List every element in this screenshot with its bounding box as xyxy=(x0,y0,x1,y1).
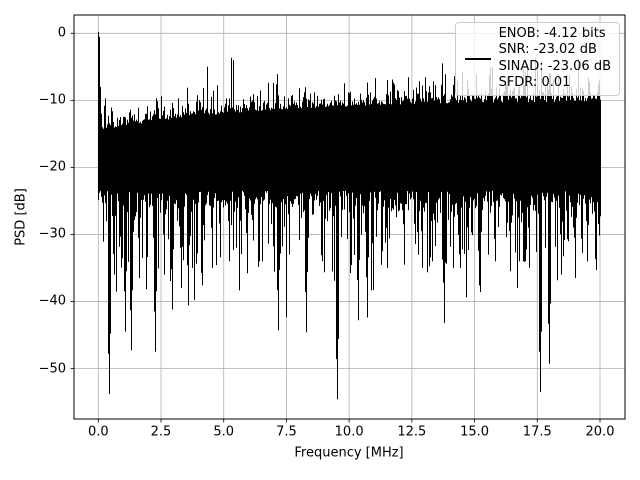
x-tick-label: 15.0 xyxy=(460,424,490,440)
y-tick-label: −20 xyxy=(38,159,66,175)
legend-entry-sinad: SINAD: -23.06 dB xyxy=(498,58,611,74)
y-tick-label: 0 xyxy=(57,25,66,41)
legend-line-sample xyxy=(464,57,491,60)
legend: ENOB: -4.12 bits SNR: -23.02 dB SINAD: -… xyxy=(454,22,620,96)
x-tick-label: 10.0 xyxy=(334,424,364,440)
y-tick-label: −50 xyxy=(38,361,66,376)
y-tick-label: −30 xyxy=(38,226,66,242)
y-tick-label: −10 xyxy=(38,92,66,108)
x-tick-label: 0.0 xyxy=(87,424,109,440)
x-tick-label: 2.5 xyxy=(150,424,172,440)
legend-text-block: ENOB: -4.12 bits SNR: -23.02 dB SINAD: -… xyxy=(499,26,611,92)
x-tick-label: 7.5 xyxy=(276,424,297,440)
psd-series-line xyxy=(98,32,601,400)
x-tick-label: 20.0 xyxy=(585,424,615,440)
legend-entry-enob: ENOB: -4.12 bits xyxy=(498,26,606,41)
y-axis-label: PSD [dB] xyxy=(13,188,29,246)
x-tick-label: 17.5 xyxy=(522,424,552,440)
legend-entry-snr: SNR: -23.02 dB xyxy=(498,42,597,58)
legend-entry-sfdr: SFDR: 0.01 xyxy=(498,75,571,91)
y-tick-label: −40 xyxy=(38,293,66,309)
x-axis-label: Frequency [MHz] xyxy=(294,445,404,461)
x-tick-label: 12.5 xyxy=(397,424,427,440)
x-tick-label: 5.0 xyxy=(213,424,235,440)
